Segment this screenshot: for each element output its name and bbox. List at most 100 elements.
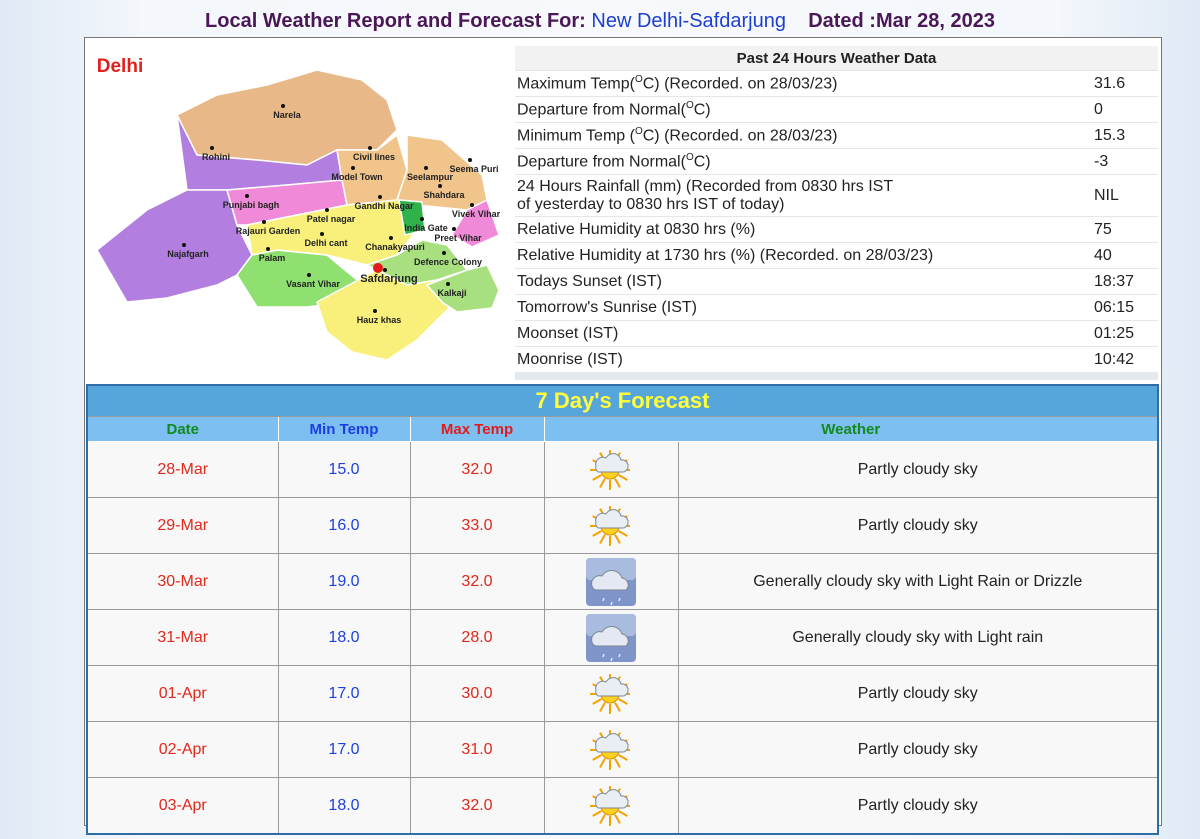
rain-drop	[618, 653, 621, 657]
rain-drop	[610, 601, 613, 605]
row-label: Moonset (IST)	[515, 320, 1092, 347]
min-temp: 16.0	[277, 497, 411, 554]
date: 28-Mar	[86, 441, 279, 498]
station-marker	[373, 263, 383, 273]
sun-ray	[618, 809, 628, 817]
data-row: Departure from Normal(OC) -3	[515, 148, 1158, 175]
row-label: Departure from Normal(OC)	[515, 96, 1092, 123]
data-row: 24 Hours Rainfall (mm) (Recorded from 08…	[515, 174, 1158, 217]
label-text: Relative Humidity at 1730 hrs (%) (Recor…	[517, 246, 934, 264]
sun-ray	[618, 753, 628, 761]
place-label: Gandhi Nagar	[354, 201, 414, 211]
date: 01-Apr	[86, 665, 279, 722]
place-dot	[468, 158, 472, 162]
forecast-table: 7 Day's Forecast Date Min Temp Max Temp Wea…	[86, 384, 1159, 835]
place-label: India Gate	[404, 223, 448, 233]
label-text: Relative Humidity at 0830 hrs (%)	[517, 220, 756, 238]
sun-ray	[599, 533, 606, 544]
column-header: Weather	[543, 416, 1159, 442]
place-dot	[424, 166, 428, 170]
table-title-row: Past 24 Hours Weather Data	[515, 46, 1158, 71]
forecast-row: 03-Apr 18.0 32.0 Partly cloudy sky	[86, 777, 1159, 835]
forecast-row: 30-Mar 19.0 32.0 Generally cloudy sky with …	[86, 553, 1159, 610]
weather-icon-cell	[543, 441, 679, 498]
place-label: Seelampur	[407, 172, 454, 182]
place-dot	[470, 203, 474, 207]
date: 02-Apr	[86, 721, 279, 778]
place-dot	[368, 146, 372, 150]
weather-icon	[590, 729, 630, 770]
row-value: 01:25	[1092, 320, 1158, 347]
max-temp: 32.0	[409, 777, 545, 835]
place-label: Delhi cant	[304, 238, 347, 248]
table-footer-bar	[515, 372, 1158, 380]
data-row: Todays Sunset (IST) 18:37	[515, 268, 1158, 295]
min-temp: 18.0	[277, 609, 411, 666]
data-row: Minimum Temp (OC) (Recorded. on 28/03/23…	[515, 122, 1158, 149]
column-header: Date	[86, 416, 279, 442]
place-dot	[182, 243, 186, 247]
max-temp: 31.0	[409, 721, 545, 778]
label-text: of yesterday to 0830 hrs IST of today)	[517, 195, 785, 213]
min-temp: 18.0	[277, 777, 411, 835]
region	[398, 199, 426, 236]
place-dot	[378, 195, 382, 199]
sun-ray	[592, 753, 602, 761]
weather: Partly cloudy sky	[677, 441, 1159, 498]
place-dot	[389, 236, 393, 240]
row-label: Maximum Temp(OC) (Recorded. on 28/03/23)	[515, 70, 1092, 97]
icon-bg	[586, 613, 636, 636]
cloud	[595, 508, 629, 528]
place-label: Model Town	[331, 172, 382, 182]
region	[425, 264, 500, 313]
row-value: 40	[1092, 242, 1158, 269]
max-temp: 32.0	[409, 553, 545, 610]
label-text: Maximum Temp(	[517, 75, 635, 93]
place-label: Palam	[259, 253, 286, 263]
place-label: Defence Colony	[414, 257, 482, 267]
sun-ray	[599, 701, 606, 712]
sun-ray	[614, 533, 621, 544]
region	[246, 199, 418, 266]
row-value: 10:42	[1092, 346, 1158, 373]
weather-icon	[586, 557, 636, 606]
weather-icon-cell	[543, 553, 679, 610]
weather-icon	[586, 613, 636, 662]
max-temp: 30.0	[409, 665, 545, 722]
date: 03-Apr	[86, 777, 279, 835]
place-label: Vivek Vihar	[452, 209, 501, 219]
place-dot	[325, 208, 329, 212]
label-superscript: O	[685, 99, 694, 111]
weather-icon-cell	[543, 721, 679, 778]
place-dot	[320, 232, 324, 236]
date: 31-Mar	[86, 609, 279, 666]
label-text: Tomorrow's Sunrise (IST)	[517, 298, 697, 316]
page-header: Local Weather Report and Forecast For: N…	[0, 10, 1200, 33]
place-dot	[281, 104, 285, 108]
cloud	[595, 452, 629, 472]
sun-ray	[614, 813, 621, 824]
delhi-map: Delhi Narela Rohini Civil lines Model Town S…	[96, 56, 501, 361]
cloud	[591, 569, 629, 590]
column-header: Max Temp	[409, 416, 545, 442]
column-header: Min Temp	[277, 416, 411, 442]
rain-drop	[602, 653, 605, 657]
row-label: Moonrise (IST)	[515, 346, 1092, 373]
sun-ray	[599, 757, 606, 768]
place-label: Punjabi bagh	[223, 200, 280, 210]
forecast-row: 28-Mar 15.0 32.0 Partly cloudy sky	[86, 441, 1159, 498]
weather: Partly cloudy sky	[677, 665, 1159, 722]
max-temp: 28.0	[409, 609, 545, 666]
place-dot	[351, 166, 355, 170]
sun-ray	[614, 701, 621, 712]
place-dot	[210, 146, 214, 150]
place-dot	[245, 194, 249, 198]
place-label: Vasant Vihar	[286, 279, 340, 289]
row-value: 06:15	[1092, 294, 1158, 321]
map-regions	[96, 69, 500, 361]
label-text: Departure from Normal(	[517, 153, 686, 171]
place-label: Safdarjung	[360, 273, 417, 285]
cloud	[595, 788, 629, 808]
rain-drop	[602, 597, 605, 601]
place-label: Najafgarh	[167, 249, 209, 259]
